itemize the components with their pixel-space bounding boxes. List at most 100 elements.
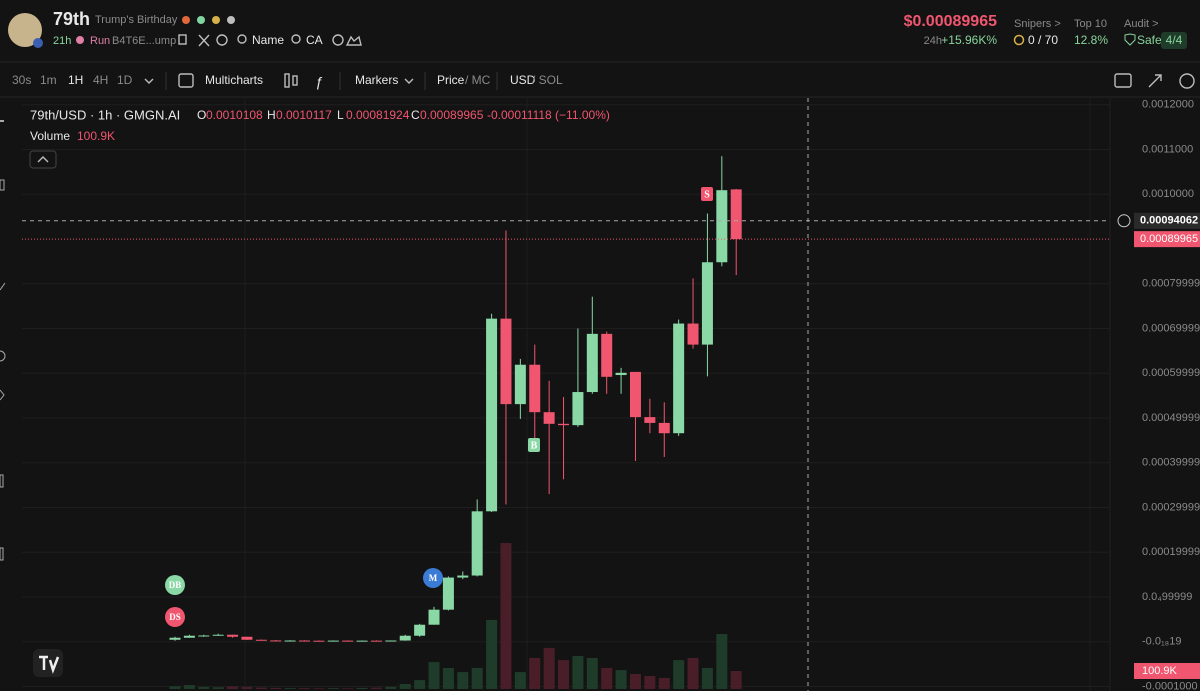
chart-title: 79th/USD · 1h · GMGN.AI <box>30 107 180 122</box>
usd-toggle[interactable]: USD <box>510 73 536 87</box>
search-icon <box>291 34 301 44</box>
fullscreen-button[interactable] <box>1148 74 1162 88</box>
icon <box>197 16 205 24</box>
mc-toggle[interactable]: / MC <box>465 73 491 87</box>
snipers-label[interactable]: Snipers > <box>1014 18 1061 30</box>
volume-bar <box>558 660 570 689</box>
trade-marker[interactable] <box>165 575 185 595</box>
volume-bar <box>716 634 728 689</box>
markers-dropdown[interactable] <box>404 78 414 84</box>
ca-search[interactable]: CA <box>306 33 323 47</box>
markers[interactable]: Markers <box>355 73 398 87</box>
volume-bar <box>227 686 239 689</box>
interval-button[interactable]: 1H <box>68 73 83 87</box>
volume-bar <box>299 688 311 689</box>
candle-body <box>342 640 354 642</box>
trade-marker[interactable] <box>423 568 443 588</box>
settings-button[interactable] <box>1179 73 1195 89</box>
name-search[interactable]: Name <box>252 33 284 47</box>
volume-bar <box>644 675 656 689</box>
token-symbol: 79th <box>53 9 90 29</box>
volume-bar <box>428 662 440 689</box>
candle-body <box>543 412 555 424</box>
tool[interactable] <box>0 179 5 191</box>
y-tick-label: 0.00039999 <box>1142 457 1200 469</box>
crosshair-label: 0.00094062 <box>1140 215 1198 227</box>
crosshair-add-button[interactable] <box>1117 214 1131 228</box>
candle-body <box>514 364 526 405</box>
candle-body <box>716 190 728 263</box>
volume-bar <box>255 687 267 689</box>
y-tick-label: 0.0₄99999 <box>1142 591 1192 603</box>
multicharts[interactable]: Multicharts <box>205 73 263 87</box>
tradingview-logo[interactable] <box>33 649 63 677</box>
candle-body <box>270 640 282 642</box>
volume-bar <box>442 667 454 689</box>
tool[interactable] <box>0 120 4 122</box>
change-label: 24h <box>924 35 942 47</box>
volume-bar <box>486 619 498 689</box>
top10-label[interactable]: Top 10 <box>1074 18 1107 30</box>
volume-bar <box>701 667 713 689</box>
tool[interactable] <box>0 547 4 561</box>
icon <box>182 16 190 24</box>
share-icon[interactable] <box>332 34 344 46</box>
ohlc-label: H <box>267 108 276 122</box>
tool[interactable] <box>0 389 5 401</box>
grid <box>22 98 1110 691</box>
interval-button[interactable]: 1D <box>117 73 133 87</box>
sol-toggle[interactable]: / SOL <box>532 73 563 87</box>
token-avatar[interactable] <box>8 13 42 47</box>
y-tick-label: -0.0001000 <box>1142 680 1198 691</box>
interval-button[interactable]: 4H <box>93 73 108 87</box>
x-icon[interactable] <box>198 34 210 47</box>
indicators-icon[interactable]: ƒ <box>315 74 323 90</box>
volume-bar <box>356 687 368 689</box>
trade-marker[interactable] <box>528 438 540 452</box>
candle-body <box>255 639 267 641</box>
token-address[interactable]: B4T6E...ump <box>112 35 176 47</box>
ohlc-value: 0.00081924 <box>346 108 410 122</box>
volume-tag-label: 100.9K <box>1142 665 1178 677</box>
site-icon[interactable] <box>216 34 228 46</box>
interval-dropdown[interactable] <box>144 78 154 84</box>
icon <box>76 36 84 44</box>
volume-bar <box>342 688 354 689</box>
candles-icon[interactable] <box>284 73 290 88</box>
y-tick-label: 0.00029999 <box>1142 501 1200 513</box>
audit-safe: Safe <box>1137 33 1162 47</box>
trade-marker[interactable] <box>701 187 713 201</box>
trade-marker[interactable] <box>165 607 185 627</box>
screenshot-button[interactable] <box>1114 73 1132 88</box>
last-price-label: 0.00089965 <box>1140 233 1198 245</box>
candle-body <box>370 640 382 642</box>
y-tick-label: 0.0010000 <box>1142 188 1194 200</box>
tool[interactable] <box>0 474 4 488</box>
interval-button[interactable]: 30s <box>12 73 31 87</box>
tool[interactable] <box>0 350 6 362</box>
trade-marker-label: B <box>531 440 538 451</box>
volume-bar <box>601 667 613 689</box>
candle-body <box>572 392 584 426</box>
candle-body <box>442 577 454 610</box>
candle-body <box>658 422 670 434</box>
candle-body <box>169 637 181 640</box>
y-tick-label: 0.00059999 <box>1142 367 1200 379</box>
candle-body <box>327 640 339 642</box>
audit-score: 4/4 <box>1166 33 1183 47</box>
crown-icon[interactable] <box>345 35 362 46</box>
candle-body <box>615 372 627 376</box>
interval-button[interactable]: 1m <box>40 73 57 87</box>
y-tick-label: 0.00049999 <box>1142 412 1200 424</box>
candle-body <box>486 318 498 512</box>
audit-label[interactable]: Audit > <box>1124 18 1159 30</box>
y-tick-label: -0.0₁₈19 <box>1142 636 1181 648</box>
price-toggle[interactable]: Price <box>437 73 465 87</box>
token-age: 21h <box>53 35 71 47</box>
volume-bar <box>284 688 296 689</box>
tool[interactable] <box>0 282 6 291</box>
candle-body <box>212 634 224 636</box>
collapse-button[interactable] <box>29 150 57 169</box>
copy-icon[interactable] <box>178 34 187 45</box>
